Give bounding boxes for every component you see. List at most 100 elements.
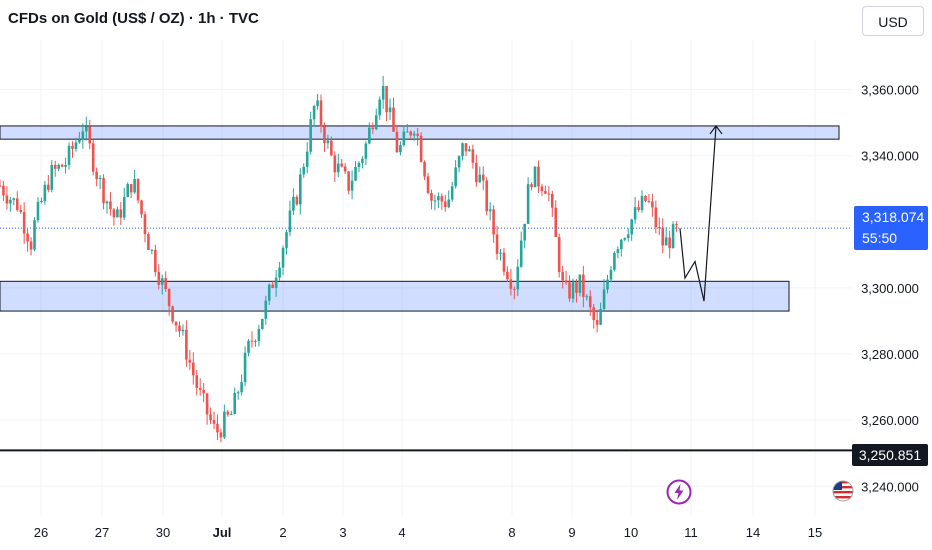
candle-body xyxy=(640,195,644,211)
candle-body xyxy=(15,198,19,210)
candle-body xyxy=(243,352,247,383)
candle-body xyxy=(488,209,492,212)
candle-body xyxy=(330,140,333,156)
candle-body xyxy=(233,392,237,414)
candle-body xyxy=(299,174,302,205)
candle-body xyxy=(544,191,547,194)
candle-body xyxy=(671,224,675,249)
candle-body xyxy=(88,126,92,144)
candle-body xyxy=(499,252,502,254)
last-price-value: 3,318.074 xyxy=(862,209,925,225)
grid xyxy=(0,40,852,516)
candle-body xyxy=(651,201,654,208)
candle-body xyxy=(502,252,506,272)
candle-body xyxy=(140,200,143,215)
candle-body xyxy=(409,131,413,136)
candle-body xyxy=(481,174,485,181)
candle-body xyxy=(71,145,74,149)
candle-body xyxy=(592,307,596,321)
us-flag-icon[interactable] xyxy=(832,480,854,502)
candle-body xyxy=(185,329,188,360)
x-tick-label: 9 xyxy=(568,525,575,540)
candle-body xyxy=(613,252,616,270)
x-tick-label: 30 xyxy=(156,525,170,540)
candle-body xyxy=(395,131,399,153)
candle-body xyxy=(236,392,240,394)
candle-body xyxy=(644,195,647,201)
candle-body xyxy=(492,209,495,235)
candle-body xyxy=(637,207,640,211)
candle-body xyxy=(326,140,330,144)
support-line-badge: 3,250.851 xyxy=(852,444,928,466)
candle-body xyxy=(81,131,85,140)
candle-body xyxy=(347,171,350,191)
chart-title: CFDs on Gold (US$ / OZ) · 1h · TVC xyxy=(8,10,259,27)
candle-body xyxy=(102,178,105,204)
x-tick-label: 27 xyxy=(95,525,109,540)
candle-body xyxy=(633,207,637,220)
x-tick-label: 15 xyxy=(808,525,822,540)
candle-body xyxy=(274,277,278,288)
candle-body xyxy=(67,145,71,165)
candle-body xyxy=(423,161,426,177)
candle-body xyxy=(354,166,357,181)
candle-body xyxy=(582,274,585,297)
candle-body xyxy=(226,411,230,415)
candle-body xyxy=(606,279,609,290)
candle-body xyxy=(160,278,164,285)
candle-body xyxy=(523,223,526,241)
candle-body xyxy=(433,200,437,202)
candle-body xyxy=(412,133,416,136)
candle-body xyxy=(112,209,116,218)
y-axis: 3,360.0003,340.0003,320.0003,300.0003,28… xyxy=(852,0,932,550)
candle-body xyxy=(91,143,95,172)
projection-arrowhead xyxy=(709,124,723,135)
lightning-icon[interactable] xyxy=(666,479,692,505)
candle-body xyxy=(588,296,592,308)
candle-body xyxy=(475,162,478,183)
candle-body xyxy=(630,219,633,235)
y-tick-label: 3,360.000 xyxy=(861,83,919,98)
candle-body xyxy=(557,236,561,273)
x-tick-label: Jul xyxy=(213,525,232,540)
candle-body xyxy=(616,249,620,253)
candle-body xyxy=(450,186,454,200)
candle-body xyxy=(78,139,81,143)
candle-body xyxy=(216,423,219,433)
candle-body xyxy=(440,196,444,202)
candle-body xyxy=(202,389,205,394)
candle-body xyxy=(254,341,257,343)
candle-body xyxy=(178,325,181,332)
candle-body xyxy=(22,212,26,234)
candle-body xyxy=(602,289,606,309)
bar-countdown: 55:50 xyxy=(862,230,898,246)
candle-body xyxy=(374,115,378,130)
candle-body xyxy=(53,165,57,169)
candle-body xyxy=(119,209,123,218)
candle-body xyxy=(129,184,133,193)
candle-body xyxy=(133,178,136,193)
candle-body xyxy=(212,420,216,424)
candle-body xyxy=(447,199,451,208)
candle-body xyxy=(57,164,60,169)
candle-body xyxy=(392,107,395,132)
candle-body xyxy=(495,234,499,254)
candle-body xyxy=(209,414,212,421)
candle-body xyxy=(388,107,392,113)
candle-body xyxy=(381,86,385,100)
candle-body xyxy=(281,247,285,268)
candle-body xyxy=(554,207,558,237)
candle-body xyxy=(471,149,475,163)
candle-body xyxy=(464,143,468,152)
candle-body xyxy=(478,174,482,183)
candle-body xyxy=(426,176,430,193)
currency-button[interactable]: USD xyxy=(862,6,924,36)
candle-body xyxy=(571,282,575,299)
candle-body xyxy=(371,127,375,130)
candle-body xyxy=(350,180,354,191)
candle-body xyxy=(599,308,602,325)
candle-body xyxy=(191,362,195,376)
candle-body xyxy=(305,151,309,167)
candle-body xyxy=(84,126,88,132)
